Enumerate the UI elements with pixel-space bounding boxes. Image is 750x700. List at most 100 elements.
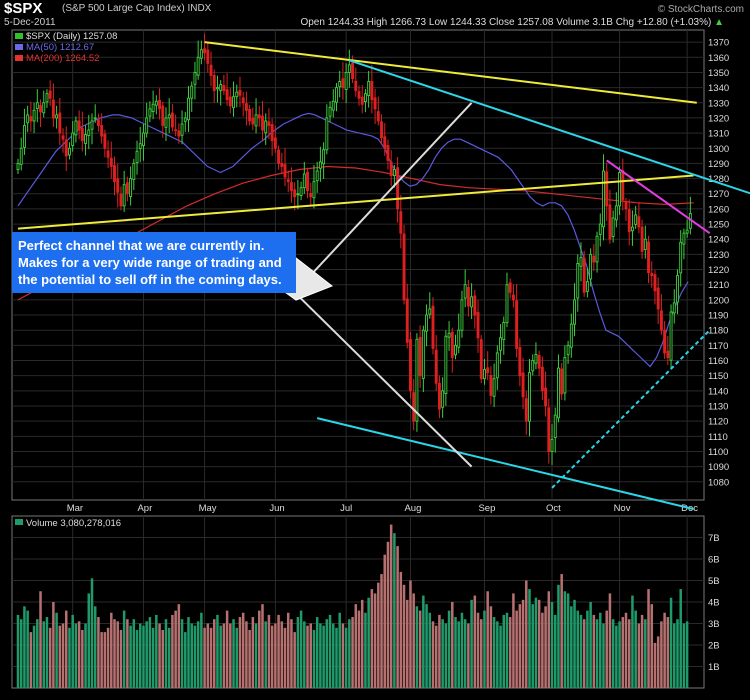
candle-body [370,81,374,101]
volume-bar [496,621,499,688]
volume-bar [357,610,361,688]
volume-bar [348,619,351,688]
volume-bar [595,619,599,688]
candle-body [19,147,23,165]
candle-body [80,127,84,142]
volume-bar [338,612,341,688]
candle-body [515,300,519,349]
price-tick-label: 1280 [708,174,729,185]
candle-body [637,216,641,228]
candle-body [225,89,229,101]
candle-body [331,100,335,111]
candle-body [550,438,554,452]
volume-bar [438,614,441,688]
volume-bar [206,623,210,688]
candle-body [553,414,557,438]
price-tick-label: 1120 [708,417,728,428]
candle-body [174,129,178,132]
price-tick-label: 1110 [708,432,728,443]
volume-bar [110,612,113,688]
volume-bar [669,597,673,688]
candle-body [505,284,509,324]
candle-body [412,392,416,422]
candle-body [267,121,271,126]
volume-bar [312,629,316,688]
candle-body [457,329,461,348]
volume-bar [293,632,296,688]
candle-body [425,314,429,332]
volume-bar [386,541,390,688]
price-tick-label: 1190 [708,311,728,322]
volume-bar [644,619,647,688]
candle-body [685,229,689,234]
volume-bar [155,614,158,688]
volume-bar [193,625,197,688]
price-tick-label: 1340 [708,83,729,94]
volume-bar [103,632,107,688]
candle-body [138,143,142,150]
volume-bar [380,574,383,688]
candle-body [437,382,441,410]
candle-body [524,398,528,422]
candle-body [415,338,419,422]
volume-bar [52,602,55,688]
volume-bar [161,629,165,688]
volume-bar [177,604,181,688]
volume-bar [566,593,570,688]
volume-bar [354,604,358,688]
volume-bar [444,623,448,688]
volume-bar [502,614,506,688]
volume-bar [611,619,615,688]
candle-body [87,129,91,136]
volume-bar [634,610,637,688]
candle-body [563,357,567,394]
volume-bar [232,619,235,688]
volume-bar [248,629,251,688]
candle-body [289,182,293,192]
volume-bar [315,617,319,688]
candle-body [537,354,541,369]
volume-bar [74,623,78,688]
month-tick-label: Jul [340,503,352,514]
symbol-description: (S&P 500 Large Cap Index) INDX [62,3,212,14]
candle-body [170,112,174,128]
volume-bar [393,533,396,688]
candle-body [492,378,496,397]
volume-bar [212,619,216,688]
price-tick-label: 1180 [708,326,728,337]
volume-bar [87,593,91,688]
volume-bar [389,524,393,688]
candle-body [61,135,65,140]
volume-tick-label: 2B [708,641,720,652]
candle-body [357,91,361,99]
candle-body [573,299,576,325]
upper-yellow-resistance [204,41,697,104]
candle-body [528,372,531,422]
volume-bar [55,612,58,688]
candle-body [254,114,258,127]
candle-body [35,102,39,109]
volume-bar [135,629,139,688]
price-tick-label: 1230 [708,250,729,261]
candle-body [634,214,638,225]
volume-bar [360,599,364,688]
candle-body [476,311,480,339]
candle-body [344,72,348,90]
volume-bar [61,623,65,688]
volume-bar [415,606,419,688]
volume-bar [145,621,148,688]
candle-body [228,96,232,107]
candle-body [335,87,338,103]
volume-bar [129,625,132,688]
candle-body [486,367,490,374]
volume-bar [283,627,287,688]
candle-body [235,91,239,98]
candle-body [338,81,342,88]
candle-body [318,161,322,169]
candle-body [376,111,380,122]
candle-body [409,339,412,392]
upper-cyan-channel [349,59,750,195]
candle-body [444,335,448,395]
volume-bar [489,606,493,688]
candle-body [647,241,650,274]
